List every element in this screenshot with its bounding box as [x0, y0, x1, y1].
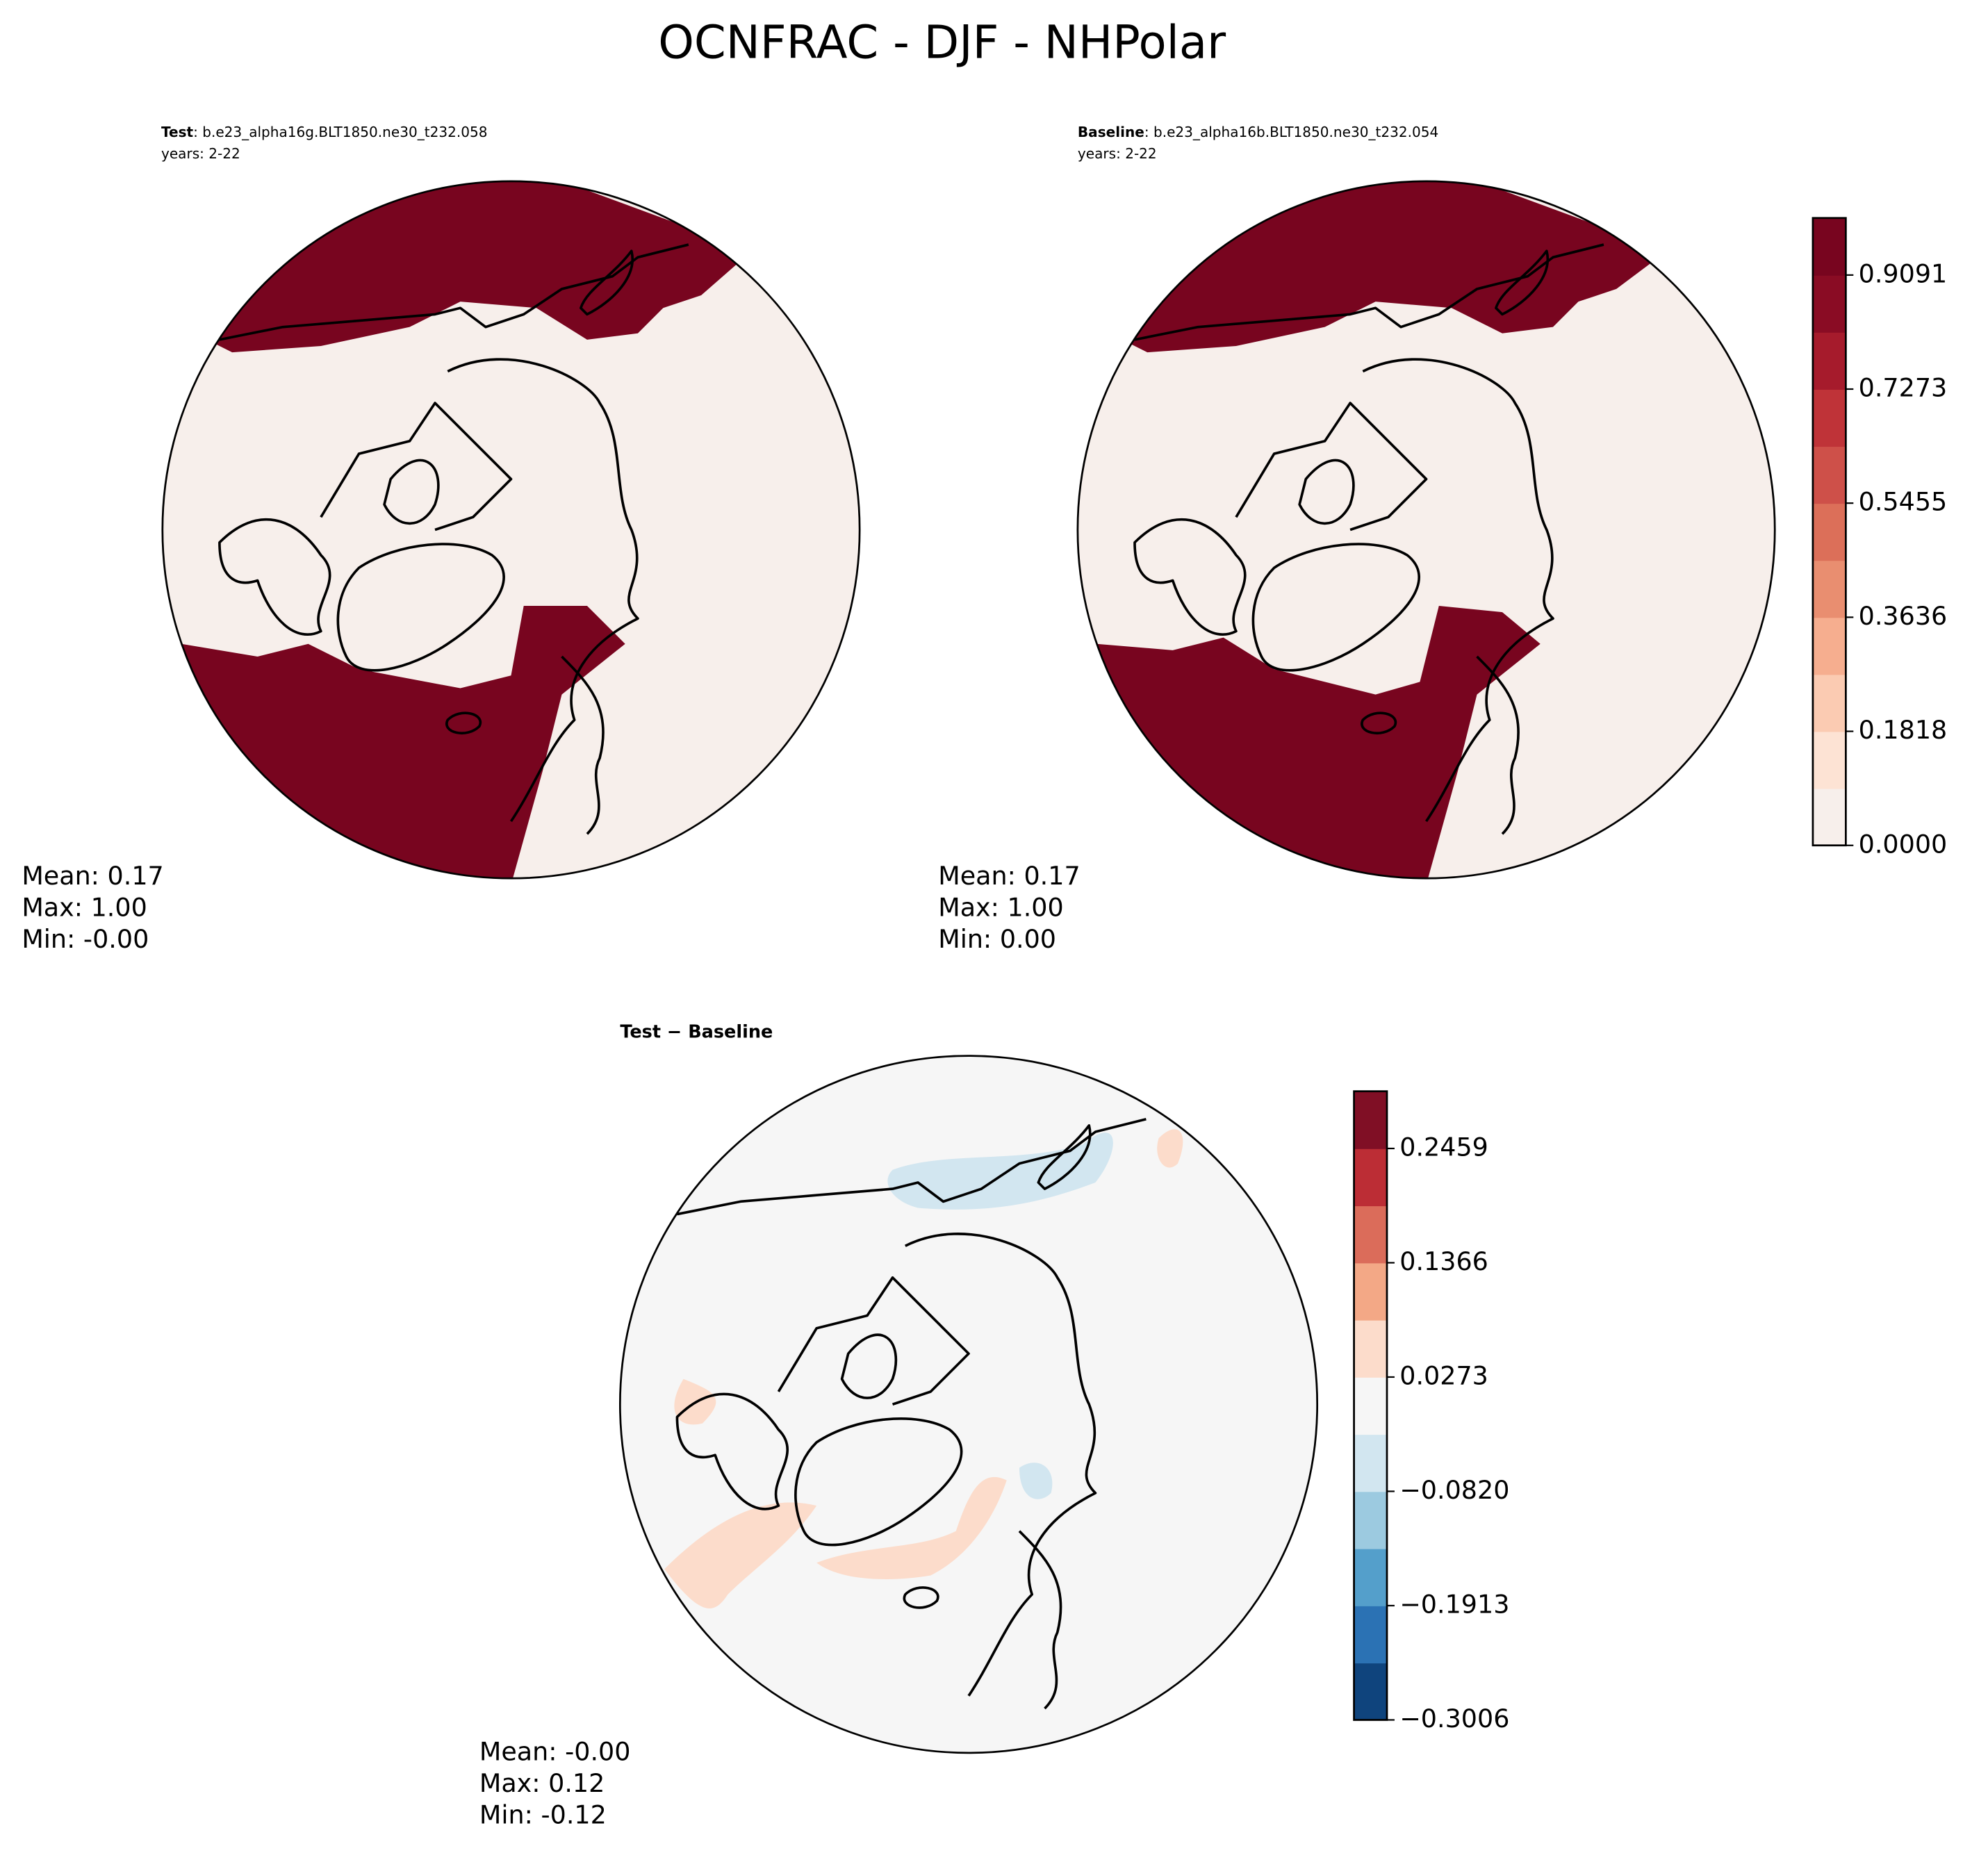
colorbar: 0.0000 0.1818 0.3636 0.5455 0.7273 0.9091	[1812, 217, 1948, 859]
stat: Max: 1.00	[22, 892, 147, 922]
colorbar-band	[1812, 331, 1846, 390]
stat: Mean: 0.17	[22, 861, 163, 891]
stat: Min: 0.00	[938, 924, 1056, 954]
high-region	[1157, 1129, 1183, 1168]
colorbar-tick-label: −0.0820	[1399, 1475, 1509, 1505]
polar-map	[161, 180, 861, 880]
colorbar-band	[1812, 560, 1846, 618]
high-region	[816, 1476, 1007, 1579]
map-boundary	[1076, 180, 1776, 880]
colorbar-band	[1354, 1376, 1388, 1435]
colorbar-tick-label: 0.7273	[1859, 373, 1948, 403]
case-name: : b.e23_alpha16g.BLT1850.ne30_t232.058	[193, 124, 487, 140]
colorbar-band	[1812, 674, 1846, 732]
panel: Test: b.e23_alpha16g.BLT1850.ne30_t232.0…	[22, 124, 861, 954]
colorbar-band	[1812, 503, 1846, 561]
colorbar-tick-label: 0.0000	[1859, 829, 1948, 859]
colorbar-band	[1812, 617, 1846, 675]
colorbar-band	[1812, 217, 1846, 276]
case-name: : b.e23_alpha16b.BLT1850.ne30_t232.054	[1144, 124, 1438, 140]
stat: Min: -0.00	[22, 924, 149, 954]
colorbar: −0.3006 −0.1913 −0.0820 0.0273 0.1366 0.2459	[1353, 1090, 1509, 1733]
colorbar-band	[1354, 1548, 1388, 1606]
panel: Test − Baseline Mean: -0.00 Max: 0.12 Mi…	[479, 1022, 1319, 1830]
colorbar-tick-label: 0.0273	[1399, 1360, 1488, 1390]
stat: Min: -0.12	[479, 1800, 607, 1830]
colorbar-band	[1354, 1091, 1388, 1149]
map-field	[162, 181, 860, 879]
years-label: years: 2-22	[1078, 145, 1157, 162]
colorbar-tick-label: 0.1818	[1859, 715, 1948, 745]
map-boundary	[618, 1055, 1319, 1754]
map-field	[1077, 181, 1775, 879]
panel-label: Test − Baseline	[620, 1022, 773, 1043]
map-boundary	[161, 180, 861, 880]
polar-map	[1076, 180, 1776, 880]
colorbar-band	[1354, 1205, 1388, 1264]
colorbar-tick-label: 0.3636	[1859, 601, 1948, 631]
panel-label: Baseline	[1078, 124, 1144, 140]
stat: Mean: 0.17	[938, 861, 1080, 891]
colorbar-band	[1354, 1262, 1388, 1321]
stat: Max: 0.12	[479, 1768, 605, 1798]
colorbar-band	[1354, 1148, 1388, 1207]
colorbar-tick-label: 0.2459	[1399, 1132, 1488, 1162]
colorbar-band	[1354, 1319, 1388, 1378]
colorbar-band	[1812, 389, 1846, 447]
colorbar-band	[1812, 446, 1846, 504]
high-region	[664, 1502, 817, 1608]
colorbar-band	[1354, 1663, 1388, 1721]
low-region	[887, 1133, 1113, 1210]
low-region	[1019, 1463, 1053, 1499]
colorbar-tick-label: 0.1366	[1399, 1246, 1488, 1276]
panel-subtitle: Baseline: b.e23_alpha16b.BLT1850.ne30_t2…	[1078, 124, 1438, 140]
panel: Baseline: b.e23_alpha16b.BLT1850.ne30_t2…	[938, 124, 1776, 954]
colorbar-band	[1812, 274, 1846, 333]
map-field	[620, 1055, 1317, 1753]
map-background	[620, 1055, 1317, 1753]
panel-label: Test	[161, 124, 194, 140]
figure-title: OCNFRAC - DJF - NHPolar	[658, 17, 1226, 69]
colorbar-frame	[1353, 1090, 1388, 1721]
colorbar-tick-label: −0.1913	[1399, 1589, 1509, 1619]
colorbar-band	[1354, 1491, 1388, 1549]
colorbar-tick-label: −0.3006	[1399, 1704, 1509, 1733]
polar-map	[618, 1055, 1319, 1754]
stat: Max: 1.00	[938, 892, 1063, 922]
panel-subtitle: Test: b.e23_alpha16g.BLT1850.ne30_t232.0…	[161, 124, 488, 140]
colorbar-tick-label: 0.5455	[1859, 487, 1948, 517]
colorbar-frame	[1812, 217, 1847, 847]
colorbar-band	[1812, 731, 1846, 789]
colorbar-tick-label: 0.9091	[1859, 258, 1948, 288]
colorbar-band	[1354, 1605, 1388, 1664]
colorbar-band	[1812, 788, 1846, 846]
years-label: years: 2-22	[161, 145, 240, 162]
stat: Mean: -0.00	[479, 1736, 631, 1766]
colorbar-band	[1354, 1434, 1388, 1492]
